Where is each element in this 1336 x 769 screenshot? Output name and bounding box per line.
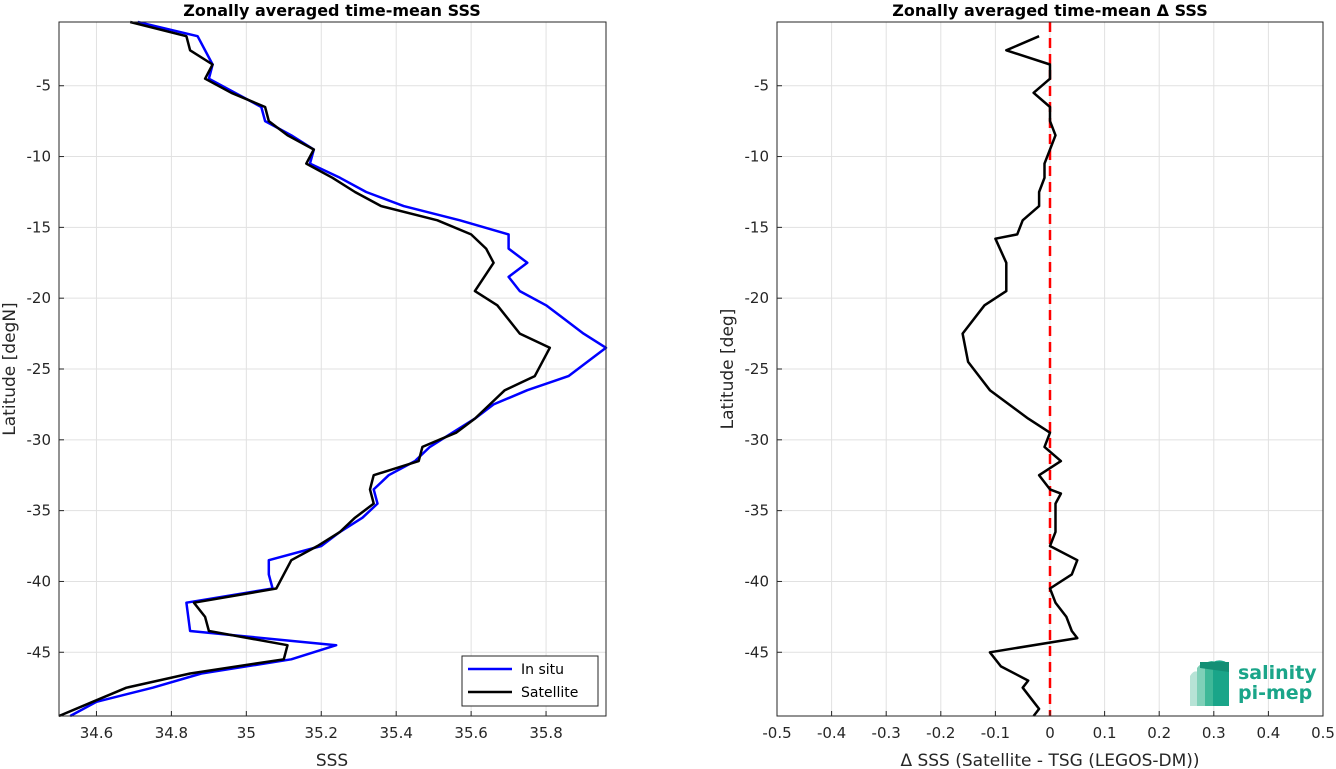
x-tick-label: 0: [1045, 724, 1055, 742]
x-tick-label: 34.6: [80, 724, 113, 742]
y-tick-label: -20: [27, 289, 52, 307]
y-tick-label: -40: [27, 572, 52, 590]
y-tick-label: -20: [745, 289, 770, 307]
legend-label-satellite: Satellite: [521, 685, 578, 701]
legend: In situ Satellite: [461, 655, 599, 707]
series-layer: [58, 20, 608, 718]
x-tick-label: 0.4: [1256, 724, 1280, 742]
chart-title: Zonally averaged time-mean SSS: [183, 1, 481, 20]
logo-wave-icon: [1190, 660, 1229, 706]
logo-text-salinity: salinity: [1238, 662, 1317, 684]
x-tick-label: 0.5: [1311, 724, 1335, 742]
logo-text-pi-mep: pi-mep: [1238, 682, 1312, 704]
x-tick-label: 0.2: [1147, 724, 1171, 742]
x-tick-label: 35.6: [454, 724, 487, 742]
x-tick-label: 34.8: [155, 724, 188, 742]
x-tick-label: -0.2: [926, 724, 955, 742]
series-line-delta-sss: [961, 35, 1079, 717]
y-tick-label: -40: [745, 572, 770, 590]
y-tick-label: -45: [745, 643, 770, 661]
chart-title: Zonally averaged time-mean Δ SSS: [892, 1, 1208, 20]
x-tick-label: 35: [237, 724, 256, 742]
y-axis-label: Latitude [degN]: [0, 302, 20, 435]
x-tick-label: 35.2: [305, 724, 338, 742]
x-tick-label: -0.5: [762, 724, 791, 742]
series-layer: [961, 35, 1079, 717]
x-axis-label: SSS: [316, 751, 348, 769]
y-tick-label: -25: [745, 360, 770, 378]
delta-sss-chart: -0.5 -0.4 -0.3 -0.2 -0.1 0 0.1 0.2 0.3 0.4 0.5 -5 -1…: [718, 1, 1335, 769]
x-tick-label: 35.8: [529, 724, 562, 742]
y-tick-label: -35: [27, 502, 52, 520]
legend-label-in-situ: In situ: [521, 662, 564, 678]
legend-box: [461, 655, 599, 707]
y-tick-label: -10: [27, 148, 52, 166]
y-tick-label: -5: [36, 77, 51, 95]
x-tick-label: -0.3: [872, 724, 901, 742]
tick-labels: -0.5 -0.4 -0.3 -0.2 -0.1 0 0.1 0.2 0.3 0.4 0.5 -5 -1…: [745, 77, 1335, 742]
x-tick-label: 0.1: [1093, 724, 1117, 742]
grid: [59, 22, 606, 716]
y-tick-label: -10: [745, 148, 770, 166]
x-tick-label: 35.4: [379, 724, 412, 742]
y-tick-label: -35: [745, 502, 770, 520]
sss-chart: 34.6 34.8 35 35.2 35.4 35.6 35.8 -5 -10 -15 -20 -25…: [0, 1, 608, 769]
y-tick-label: -25: [27, 360, 52, 378]
series-line-satellite: [58, 20, 552, 718]
y-tick-label: -5: [754, 77, 769, 95]
y-axis-label: Latitude [deg]: [718, 309, 738, 430]
y-tick-label: -30: [27, 431, 52, 449]
x-tick-label: -0.1: [981, 724, 1010, 742]
y-tick-label: -15: [27, 218, 52, 236]
salinity-pi-mep-logo: salinity pi-mep: [1190, 660, 1317, 706]
x-tick-label: -0.4: [817, 724, 846, 742]
y-tick-label: -45: [27, 643, 52, 661]
x-axis-label: Δ SSS (Satellite - TSG (LEGOS-DM)): [900, 751, 1199, 769]
x-tick-label: 0.3: [1202, 724, 1226, 742]
y-tick-label: -15: [745, 218, 770, 236]
y-tick-label: -30: [745, 431, 770, 449]
tick-labels: 34.6 34.8 35 35.2 35.4 35.6 35.8 -5 -10 -15 -20 -25…: [27, 77, 563, 742]
